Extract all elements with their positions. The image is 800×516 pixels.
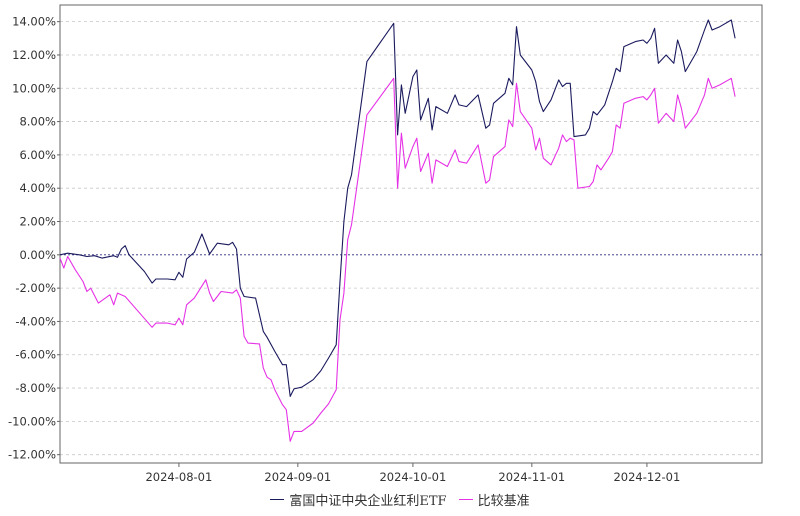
x-tick-label: 2024-12-01 xyxy=(613,470,680,484)
legend-item-etf[interactable]: 富国中证中央企业红利ETF xyxy=(270,490,447,509)
y-tick-label: 8.00% xyxy=(19,115,56,129)
x-tick-label: 2024-08-01 xyxy=(145,470,212,484)
legend-swatch-etf xyxy=(270,498,285,500)
y-tick-label: -2.00% xyxy=(15,281,56,295)
x-tick-label: 2024-09-01 xyxy=(264,470,331,484)
legend-label-benchmark: 比较基准 xyxy=(477,493,530,509)
x-tick-label: 2024-11-01 xyxy=(498,470,565,484)
legend-item-benchmark[interactable]: 比较基准 xyxy=(458,490,530,509)
y-tick-label: -4.00% xyxy=(15,314,56,328)
y-tick-label: -10.00% xyxy=(8,414,56,428)
y-tick-label: 2.00% xyxy=(19,215,56,229)
legend-swatch-benchmark xyxy=(458,498,473,500)
y-tick-label: 14.00% xyxy=(12,15,56,29)
plot-frame xyxy=(59,4,763,464)
x-tick-label: 2024-10-01 xyxy=(379,470,446,484)
y-tick-label: 6.00% xyxy=(19,148,56,162)
y-tick-label: -8.00% xyxy=(15,381,56,395)
y-tick-label: 4.00% xyxy=(19,181,56,195)
y-tick-label: -6.00% xyxy=(15,348,56,362)
legend-label-etf: 富国中证中央企业红利ETF xyxy=(289,493,447,509)
series-line-1 xyxy=(59,77,736,442)
y-tick-label: -12.00% xyxy=(8,448,56,462)
chart-legend: 富国中证中央企业红利ETF 比较基准 xyxy=(0,489,800,509)
y-tick-label: 0.00% xyxy=(19,248,56,262)
y-tick-label: 10.00% xyxy=(12,81,56,95)
y-tick-label: 12.00% xyxy=(12,48,56,62)
series-line-0 xyxy=(59,19,736,397)
